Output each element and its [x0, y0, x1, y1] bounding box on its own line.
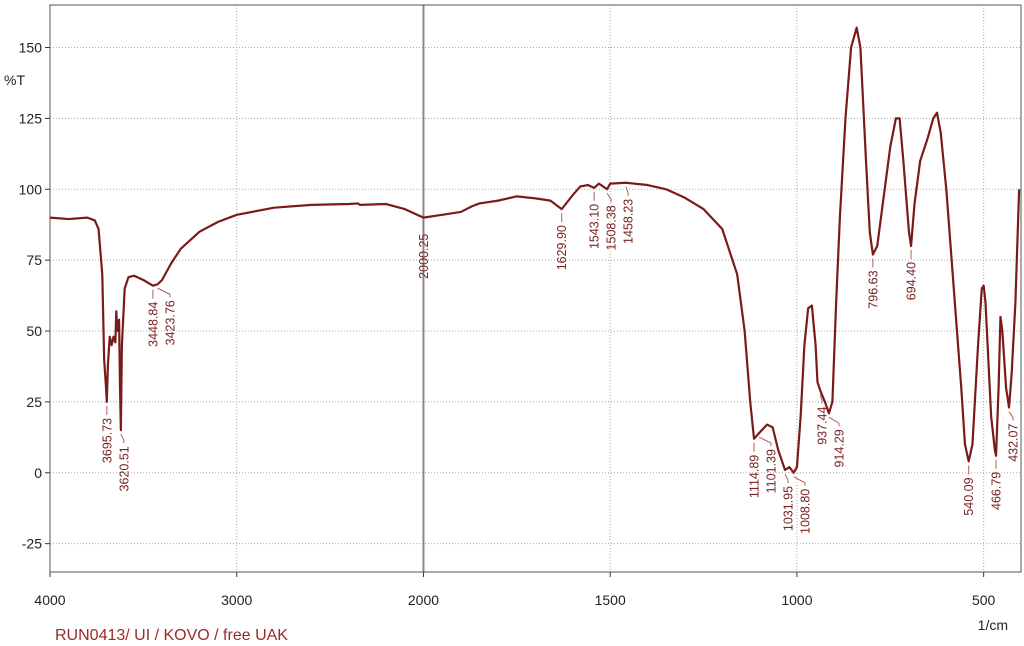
x-tick-label: 1500 [595, 592, 626, 608]
annotation-label: 2000.25 [417, 234, 431, 279]
annotation-leader [120, 434, 125, 444]
annotation-leader [157, 287, 171, 298]
annotation-label: 466.79 [990, 472, 1004, 510]
y-tick-label: 150 [19, 40, 43, 56]
annotation-label: 3423.76 [163, 300, 177, 345]
annotation-label: 694.40 [905, 262, 919, 300]
annotation-label: 1458.23 [622, 199, 636, 244]
annotation-label: 3620.51 [117, 446, 131, 491]
spectrum-line [49, 26, 1021, 474]
annotation-label: 3448.84 [146, 302, 160, 347]
x-tick-label: 1000 [781, 592, 812, 608]
annotation-label: 3695.73 [100, 418, 114, 463]
annotation-label: 937.44 [816, 407, 830, 445]
annotation-label: 1114.89 [748, 455, 762, 498]
annotation-label: 1508.38 [605, 205, 619, 250]
y-tick-label: 25 [26, 394, 42, 410]
plot-frame [49, 4, 1022, 573]
y-tick-label: -25 [22, 536, 42, 552]
x-tick-label: 4000 [34, 592, 65, 608]
annotation-label: 796.63 [866, 270, 880, 308]
y-tick-label: 50 [26, 323, 42, 339]
annotation-leader [828, 416, 840, 427]
y-tick-label: 125 [19, 110, 43, 126]
annotation-label: 1031.95 [782, 486, 796, 531]
x-tick-label: 2000 [408, 592, 439, 608]
annotation-label: 1629.90 [555, 225, 569, 270]
annotation-leader [819, 394, 823, 404]
x-tick-label: 500 [972, 592, 996, 608]
annotation-label: 540.09 [962, 477, 976, 515]
y-tick-label: 0 [34, 465, 42, 481]
footer: RUN0413/ UI / KOVO / free UAK [55, 627, 288, 644]
annotation-label: 1101.39 [765, 449, 779, 493]
annotation-leader [758, 436, 772, 447]
y-axis-label: %T [4, 72, 25, 88]
annotation-leader [606, 192, 612, 203]
x-tick-label: 3000 [221, 592, 252, 608]
annotation-label: 1543.10 [588, 204, 602, 249]
annotation-leader [784, 473, 789, 483]
annotation-leader [625, 186, 629, 196]
x-axis-label: 1/cm [978, 617, 1008, 633]
y-tick-label: 100 [19, 181, 43, 197]
annotation-label: 914.29 [833, 429, 847, 467]
annotation-label: 432.07 [1007, 424, 1021, 462]
annotation-leader [793, 476, 806, 486]
annotation-leader [1008, 411, 1014, 421]
y-tick-label: 75 [26, 252, 42, 268]
annotation-label: 1008.80 [799, 489, 813, 534]
